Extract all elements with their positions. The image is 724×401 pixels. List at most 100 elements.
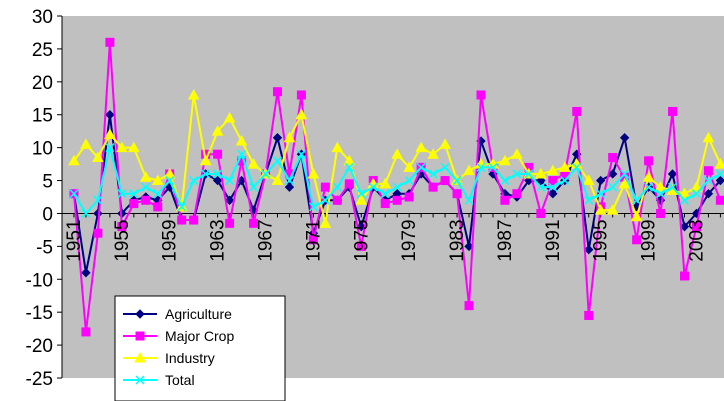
data-point (260, 169, 271, 179)
data-point (558, 161, 571, 172)
data-point (463, 164, 475, 176)
data-point (93, 228, 103, 238)
data-point (284, 182, 295, 192)
legend: Agriculture Major Crop Industry Total (114, 295, 286, 401)
data-point (619, 133, 630, 143)
data-point (678, 187, 691, 199)
data-point (488, 162, 498, 172)
data-point (654, 181, 667, 192)
legend-item: Total (123, 372, 195, 388)
data-point (667, 182, 678, 192)
data-point (656, 189, 666, 199)
data-point (667, 169, 678, 179)
data-point (105, 143, 115, 153)
x-tick-label: 1967 (256, 219, 277, 261)
data-point (129, 199, 139, 209)
data-point (511, 148, 523, 159)
data-point (608, 153, 618, 163)
data-point (630, 210, 643, 222)
data-point (249, 182, 259, 192)
y-tick-label: 30 (32, 7, 53, 28)
data-point (595, 175, 606, 186)
data-point (224, 195, 235, 205)
data-point (582, 174, 595, 186)
data-point (308, 202, 318, 212)
data-point (691, 222, 701, 232)
data-point (104, 128, 116, 139)
y-tick-label: 10 (32, 139, 53, 160)
legend-item: Agriculture (123, 306, 232, 322)
data-point (500, 195, 510, 205)
data-point (524, 169, 534, 179)
data-point (80, 138, 92, 149)
y-tick-label: -25 (26, 369, 53, 390)
data-point (284, 176, 294, 186)
y-axis: -25 -20 -15 -10 -5 0 5 10 15 20 25 30 (26, 7, 63, 390)
data-point (344, 179, 354, 189)
data-point (476, 162, 486, 172)
data-point (608, 182, 618, 192)
data-point (691, 189, 701, 199)
x-tick-label: 1959 (160, 219, 181, 261)
data-point (320, 195, 330, 205)
data-point (546, 164, 559, 176)
data-point (295, 108, 308, 120)
data-point (212, 175, 223, 186)
x-tick-label: 1991 (543, 219, 564, 261)
data-point (536, 182, 546, 192)
data-point (308, 235, 318, 245)
data-point (296, 149, 306, 159)
data-point (642, 171, 655, 182)
data-point (428, 182, 438, 192)
x-tick-label: 1999 (639, 219, 660, 261)
y-tick-label: 0 (42, 204, 53, 225)
y-tick-label: 5 (42, 172, 53, 193)
data-point (404, 192, 414, 202)
data-point (392, 182, 402, 192)
y-tick-label: -20 (26, 336, 53, 357)
data-point (427, 148, 439, 159)
data-point (656, 208, 666, 218)
data-point (331, 141, 344, 153)
data-point (272, 133, 283, 143)
data-point (380, 199, 390, 209)
data-point (380, 189, 390, 199)
data-point (343, 154, 356, 166)
data-point (632, 195, 642, 205)
data-point (572, 162, 582, 172)
data-point (135, 375, 145, 385)
data-point (177, 202, 187, 212)
data-point (668, 106, 678, 116)
data-point (225, 218, 235, 228)
data-point (271, 174, 284, 186)
data-point (476, 90, 486, 100)
data-point (560, 176, 570, 186)
data-point (320, 182, 330, 192)
data-point (703, 166, 713, 176)
data-point (536, 175, 546, 186)
data-point (135, 309, 145, 319)
x-tick-label: 1975 (351, 219, 372, 261)
data-point (81, 327, 91, 337)
data-point (135, 331, 145, 341)
data-point (296, 90, 306, 100)
data-point (702, 131, 715, 143)
data-point (572, 106, 582, 116)
data-point (356, 241, 366, 251)
data-point (715, 195, 724, 205)
data-point (247, 158, 260, 169)
data-point (715, 169, 724, 179)
data-point (249, 218, 259, 228)
data-point (584, 310, 594, 320)
data-point (679, 221, 690, 232)
data-point (379, 177, 392, 189)
y-tick-label: -15 (26, 303, 53, 324)
data-point (332, 195, 342, 205)
data-point (153, 202, 163, 212)
series-total (69, 143, 724, 218)
data-point (272, 156, 283, 166)
legend-label: Total (165, 372, 195, 388)
data-point (105, 37, 115, 47)
data-point (69, 189, 79, 199)
